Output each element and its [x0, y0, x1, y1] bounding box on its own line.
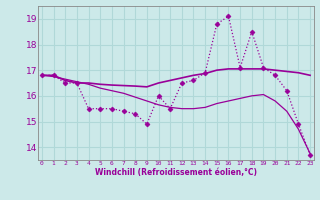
X-axis label: Windchill (Refroidissement éolien,°C): Windchill (Refroidissement éolien,°C)	[95, 168, 257, 177]
